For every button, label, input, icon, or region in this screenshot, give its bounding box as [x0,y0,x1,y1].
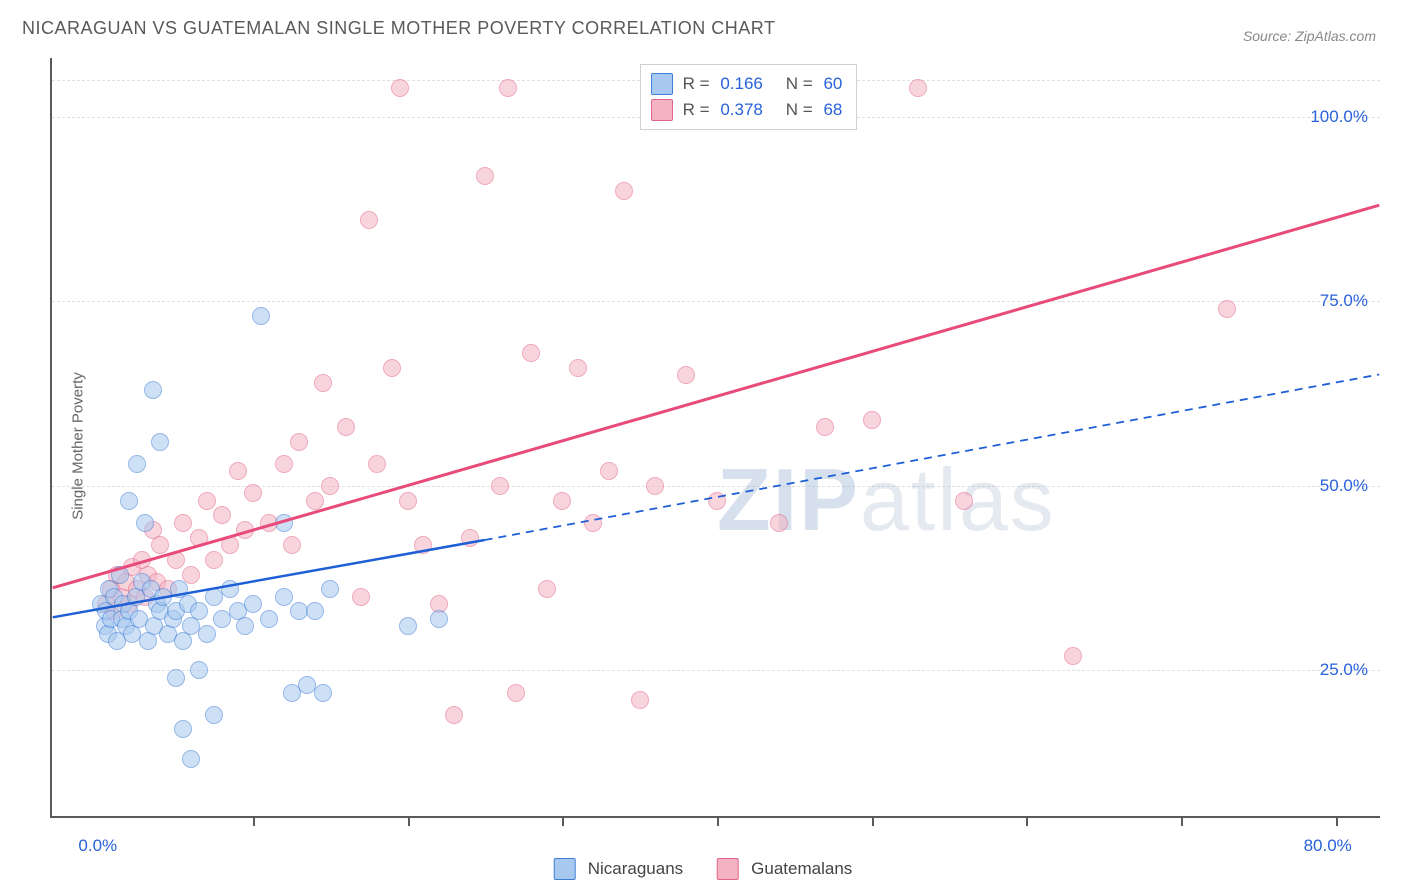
chart-title: NICARAGUAN VS GUATEMALAN SINGLE MOTHER P… [22,18,775,39]
stats-legend-row: R = 0.166 N = 60 [651,71,843,97]
legend-n-value: 68 [823,97,842,123]
x-tick [408,816,410,826]
x-axis-label-max: 80.0% [1304,836,1352,856]
legend-n-label: N = [776,71,817,97]
legend-swatch [651,73,673,95]
legend-r-label: R = [683,97,715,123]
legend-item: Guatemalans [717,858,852,880]
series-legend: Nicaraguans Guatemalans [554,858,853,880]
legend-r-label: R = [683,71,715,97]
trend-line [53,540,485,617]
legend-n-label: N = [776,97,817,123]
stats-legend: R = 0.166 N = 60R = 0.378 N = 68 [640,64,858,130]
x-tick [1336,816,1338,826]
trend-line [53,205,1380,588]
trend-line [485,374,1380,540]
trend-lines-layer [52,58,1380,816]
legend-swatch [651,99,673,121]
legend-swatch [717,858,739,880]
legend-swatch [554,858,576,880]
plot-area: ZIPatlas R = 0.166 N = 60R = 0.378 N = 6… [50,58,1380,818]
legend-r-value: 0.378 [720,97,770,123]
legend-item: Nicaraguans [554,858,683,880]
legend-n-value: 60 [823,71,842,97]
x-axis-label-min: 0.0% [78,836,117,856]
legend-label: Nicaraguans [588,859,683,879]
x-tick [872,816,874,826]
legend-r-value: 0.166 [720,71,770,97]
source-attribution: Source: ZipAtlas.com [1243,28,1376,44]
x-tick [562,816,564,826]
x-tick [1026,816,1028,826]
x-tick [717,816,719,826]
legend-label: Guatemalans [751,859,852,879]
stats-legend-row: R = 0.378 N = 68 [651,97,843,123]
x-tick [253,816,255,826]
x-tick [1181,816,1183,826]
